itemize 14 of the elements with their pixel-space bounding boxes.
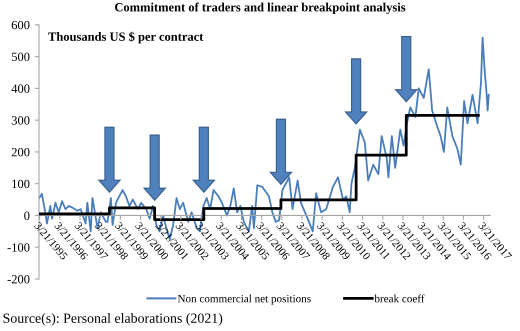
y-tick-label: 600 xyxy=(12,20,30,30)
y-tick-label: 400 xyxy=(11,84,30,93)
y-tick-label: 300 xyxy=(12,116,30,125)
y-tick-label: 500 xyxy=(12,52,30,62)
source-note: Source(s): Personal elaborations (2021) xyxy=(4,313,222,326)
legend-label: break coeff xyxy=(374,294,425,302)
chart-title: Commitment of traders and linear breakpoint analysis xyxy=(115,2,406,14)
y-tick-label: 0 xyxy=(24,212,30,220)
legend-label: Non commercial net positions xyxy=(178,294,311,305)
y-tick-label: -200 xyxy=(8,275,30,284)
y-tick-label: 100 xyxy=(12,180,30,188)
y-tick-label: -100 xyxy=(8,243,30,252)
y-axis-title: Thousands US $ per contract xyxy=(48,32,204,44)
y-tick-label: 200 xyxy=(12,148,30,156)
